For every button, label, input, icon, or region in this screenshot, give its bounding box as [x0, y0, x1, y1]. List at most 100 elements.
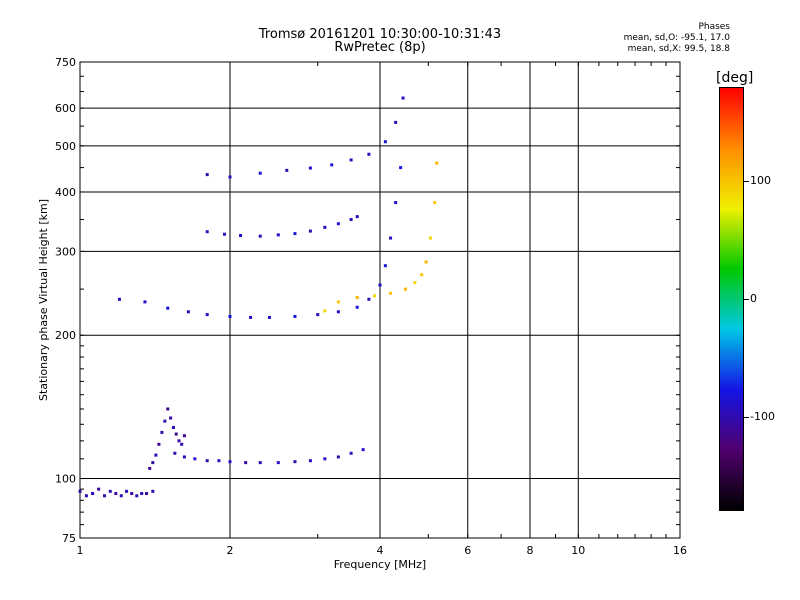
data-point [424, 260, 428, 264]
data-point [389, 236, 393, 240]
data-point [205, 173, 209, 177]
data-point [186, 310, 190, 314]
x-tick-label: 4 [377, 544, 384, 557]
y-tick-label: 400 [55, 186, 76, 199]
data-point [330, 163, 334, 167]
data-point [308, 459, 312, 463]
y-tick-label: 100 [55, 473, 76, 486]
data-point [267, 315, 271, 319]
data-point [355, 215, 359, 219]
data-point [182, 455, 186, 459]
data-point [177, 439, 181, 443]
data-point [355, 305, 359, 309]
data-point [108, 489, 112, 493]
data-point [160, 430, 164, 434]
data-point [78, 489, 82, 493]
data-point [349, 218, 353, 222]
trace-2 [173, 448, 365, 465]
trace-4 [323, 161, 439, 313]
data-point [433, 201, 437, 205]
data-point [114, 492, 118, 496]
data-point [205, 230, 209, 234]
colorbar-tick-label: -100 [750, 409, 775, 423]
data-point [180, 442, 184, 446]
data-point [84, 494, 88, 498]
data-point [249, 315, 253, 319]
data-point [389, 291, 393, 295]
data-point [383, 264, 387, 268]
y-tick-label: 600 [55, 102, 76, 115]
data-point [316, 313, 320, 317]
data-point [258, 171, 262, 175]
data-point [367, 297, 371, 301]
data-point [403, 287, 407, 291]
data-point [276, 461, 280, 465]
data-point [308, 229, 312, 233]
data-point [173, 451, 177, 455]
data-point [435, 161, 439, 165]
colorbar-tick-label: 100 [750, 174, 771, 188]
data-point [140, 492, 144, 496]
data-point [383, 140, 387, 144]
data-point [91, 492, 95, 496]
x-tick-label: 1 [77, 544, 84, 557]
colorbar-tick [744, 299, 749, 300]
data-point [373, 294, 377, 298]
data-point [171, 425, 175, 429]
data-point [258, 234, 262, 238]
data-point [166, 407, 170, 411]
data-point [166, 306, 170, 310]
data-point [97, 487, 101, 491]
trace-1 [148, 407, 186, 470]
data-point [401, 96, 405, 100]
colorbar-tick [744, 416, 749, 418]
data-point [323, 225, 327, 229]
data-point [154, 453, 158, 457]
trace-3 [117, 166, 403, 319]
data-point [143, 300, 147, 304]
data-point [420, 273, 424, 277]
trace-6 [205, 96, 405, 179]
data-point [378, 283, 382, 287]
phase-o-stats: mean, sd,O: -95.1, 17.0 [623, 33, 730, 43]
data-point [336, 300, 340, 304]
colorbar-tick-label: 0 [750, 292, 757, 305]
data-point [228, 460, 232, 464]
phase-stats: Phases mean, sd,O: -95.1, 17.0 mean, sd,… [624, 22, 730, 55]
data-point [349, 158, 353, 162]
y-tick-label: 300 [55, 245, 76, 258]
y-tick-label: 500 [55, 140, 76, 153]
data-point [182, 434, 186, 438]
data-point [145, 492, 149, 496]
data-point [125, 489, 129, 493]
colorbar-unit: [deg] [716, 70, 754, 86]
data-point [293, 460, 297, 464]
data-point [174, 432, 178, 436]
data-point [163, 419, 167, 423]
x-tick-label: 16 [673, 544, 687, 557]
data-point [349, 451, 353, 455]
data-point [169, 416, 173, 420]
x-tick-label: 10 [571, 544, 585, 557]
data-point [323, 457, 327, 461]
data-point [130, 492, 134, 496]
data-point [336, 222, 340, 226]
trace-0 [78, 487, 155, 498]
data-point [285, 168, 289, 172]
x-axis-label: Frequency [MHz] [334, 558, 426, 571]
phase-colorbar [719, 87, 744, 511]
data-point [293, 314, 297, 318]
data-point [244, 461, 248, 465]
data-point [323, 309, 327, 313]
data-point [205, 459, 209, 463]
data-point [293, 232, 297, 236]
data-point [148, 466, 152, 470]
data-point [239, 234, 243, 238]
data-point [394, 201, 398, 205]
data-point [336, 310, 340, 314]
x-tick-label: 6 [464, 544, 471, 557]
data-point [394, 120, 398, 124]
y-axis-label: Stationary phase Virtual Height [km] [37, 199, 50, 401]
chart-title: Tromsø 20161201 10:30:00-10:31:43 [258, 27, 502, 42]
